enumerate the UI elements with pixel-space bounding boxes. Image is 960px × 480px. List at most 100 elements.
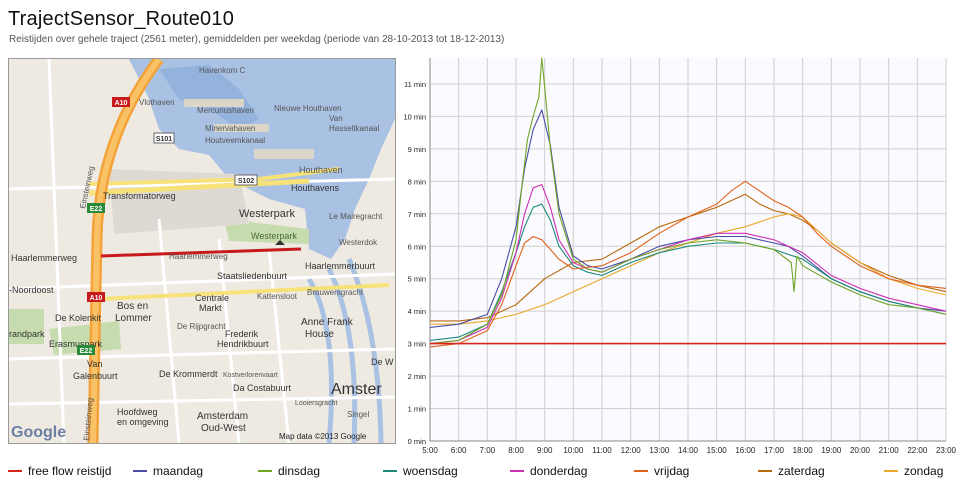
google-logo: Google bbox=[11, 424, 66, 441]
map-road-bos-lommer bbox=[98, 283, 390, 301]
y-tick-label: 3 min bbox=[408, 340, 426, 349]
map-label-lommer: Lommer bbox=[115, 313, 152, 324]
y-tick-label: 8 min bbox=[408, 177, 426, 186]
map-label-en-omgeving: en omgeving bbox=[117, 417, 169, 427]
legend-item[interactable]: zondag bbox=[884, 462, 943, 480]
map-label-houthavens: Houthavens bbox=[291, 183, 340, 193]
map-label-haarlemmerweg-road: Haarlemmerweg bbox=[169, 252, 228, 261]
x-tick-label: 16:00 bbox=[735, 446, 756, 455]
y-tick-label: 5 min bbox=[408, 275, 426, 284]
map-label-vlothaven: Vlothaven bbox=[139, 98, 175, 107]
map-shield-a10-n-label: A10 bbox=[115, 100, 128, 107]
legend-item[interactable]: vrijdag bbox=[634, 462, 689, 480]
map-label-anne-frank: Anne Frank bbox=[301, 317, 354, 328]
x-tick-label: 11:00 bbox=[592, 446, 612, 455]
map-label-westerpark: Westerpark bbox=[239, 208, 296, 220]
map-road-s102 bbox=[88, 167, 340, 186]
map-label-havenkom: Havenkom C bbox=[199, 66, 245, 75]
map-label-amsterdam: Amsterdam bbox=[197, 411, 248, 422]
route-line bbox=[100, 247, 302, 258]
map-label-de-krommerdt: De Krommerdt bbox=[159, 369, 218, 379]
map-road-a10-inner bbox=[90, 59, 162, 443]
map-label-westerpark-park: Westerpark bbox=[251, 231, 297, 241]
legend-item[interactable]: donderdag bbox=[510, 462, 587, 480]
travel-time-chart: 5:00 6:00 7:00 8:00 9:00 10:00 11:00 12:00 13:00… bbox=[398, 52, 958, 462]
legend-label: woensdag bbox=[403, 464, 458, 478]
legend-label: vrijdag bbox=[654, 464, 690, 478]
map-shield-s101-label: S101 bbox=[156, 136, 172, 143]
map-label-de-kolenkit: De Kolenkit bbox=[55, 313, 102, 323]
legend-label: maandag bbox=[153, 464, 204, 478]
legend-label: zondag bbox=[904, 464, 944, 478]
x-tick-label: 17:00 bbox=[764, 446, 785, 455]
map-label-oud-west: Oud-West bbox=[201, 423, 246, 434]
map-label-bos-en: Bos en bbox=[117, 301, 148, 312]
map-label-looiersgracht: Looiersgracht bbox=[295, 400, 337, 407]
map-label-houtveemkanaal: Houtveemkanaal bbox=[205, 136, 265, 145]
legend-label: dinsdag bbox=[278, 464, 321, 478]
map-label-einsteinweg-south: Einsteinweg bbox=[82, 397, 95, 441]
legend-item[interactable]: woensdag bbox=[383, 462, 458, 480]
x-tick-label: 14:00 bbox=[678, 446, 699, 455]
legend-item[interactable]: zaterdag bbox=[758, 462, 825, 480]
series-line bbox=[429, 180, 947, 348]
legend-swatch bbox=[383, 470, 397, 472]
y-tick-label: 7 min bbox=[408, 210, 426, 219]
y-tick-label: 11 min bbox=[404, 80, 426, 89]
x-tick-label: 6:00 bbox=[451, 446, 467, 455]
map-label-hendrikbuurt: Hendrikbuurt bbox=[217, 339, 269, 349]
legend-label: donderdag bbox=[530, 464, 588, 478]
map-label-brouwersgracht: Brouwersgracht bbox=[307, 288, 364, 297]
map-shield-s102 bbox=[234, 174, 258, 186]
map-label-transformatorweg: Transformatorweg bbox=[103, 191, 176, 201]
map-pier-1 bbox=[184, 99, 244, 107]
page-title: TrajectSensor_Route010 bbox=[8, 8, 235, 30]
map-label-le-mairegracht: Le Mairegracht bbox=[329, 212, 383, 221]
legend-swatch bbox=[634, 470, 648, 472]
y-tick-label: 9 min bbox=[408, 145, 426, 154]
map-label-de-w: De W bbox=[371, 357, 394, 367]
map-shield-e22-n bbox=[87, 203, 105, 213]
x-tick-label: 20:00 bbox=[850, 446, 871, 455]
chart-canvas: 5:00 6:00 7:00 8:00 9:00 10:00 11:00 12:00 13:00… bbox=[403, 57, 957, 455]
page-subtitle: Reistijden over gehele traject (2561 met… bbox=[9, 34, 505, 45]
map-label-van-hasselt-1: Van bbox=[329, 114, 343, 123]
map-shield-e22-n-label: E22 bbox=[90, 206, 103, 213]
map-shield-a10-n bbox=[112, 97, 130, 107]
x-tick-label: 13:00 bbox=[649, 446, 670, 455]
map-shield-e22-s-label: E22 bbox=[80, 348, 93, 355]
x-tick-label: 10:00 bbox=[563, 446, 584, 455]
map-label-van-hasselt-2: Hasseltkanaal bbox=[329, 124, 379, 133]
map-park-westerpark bbox=[224, 219, 309, 244]
x-tick-label: 5:00 bbox=[422, 446, 438, 455]
legend-label: zaterdag bbox=[778, 464, 825, 478]
legend-item[interactable]: free flow reistijd bbox=[8, 462, 111, 480]
x-tick-label: 7:00 bbox=[480, 446, 496, 455]
series-line bbox=[429, 57, 947, 345]
map-label-randpark: randpark bbox=[9, 329, 45, 339]
legend-item[interactable]: dinsdag bbox=[258, 462, 320, 480]
legend-item[interactable]: maandag bbox=[133, 462, 203, 480]
x-tick-label: 23:00 bbox=[936, 446, 957, 455]
map-label-haarlemmerweg: Haarlemmerweg bbox=[11, 253, 77, 263]
map-label-markt: Markt bbox=[199, 303, 222, 313]
legend-swatch bbox=[133, 470, 147, 472]
route-map[interactable]: Havenkom C Vlothaven Mercuriushaven Mine… bbox=[8, 58, 396, 444]
y-tick-label: 4 min bbox=[408, 307, 426, 316]
legend-swatch bbox=[884, 470, 898, 472]
x-tick-label: 22:00 bbox=[907, 446, 928, 455]
map-label-nieuwe-houthaven: Nieuwe Houthaven bbox=[274, 104, 342, 113]
map-copyright: Map data ©2013 Google bbox=[279, 432, 367, 441]
map-label-da-costabuurt: Da Costabuurt bbox=[233, 383, 292, 393]
x-tick-label: 15:00 bbox=[707, 446, 728, 455]
map-park-west bbox=[9, 309, 44, 344]
legend-swatch bbox=[510, 470, 524, 472]
map-shield-a10-s-label: A10 bbox=[90, 295, 103, 302]
route-marker bbox=[275, 240, 285, 245]
map-road-transformatorweg bbox=[88, 178, 310, 196]
map-shield-s101 bbox=[153, 132, 175, 144]
x-tick-label: 9:00 bbox=[537, 446, 553, 455]
map-canvas[interactable]: Havenkom C Vlothaven Mercuriushaven Mine… bbox=[9, 59, 395, 443]
y-tick-label: 6 min bbox=[408, 242, 426, 251]
legend-swatch bbox=[758, 470, 772, 472]
